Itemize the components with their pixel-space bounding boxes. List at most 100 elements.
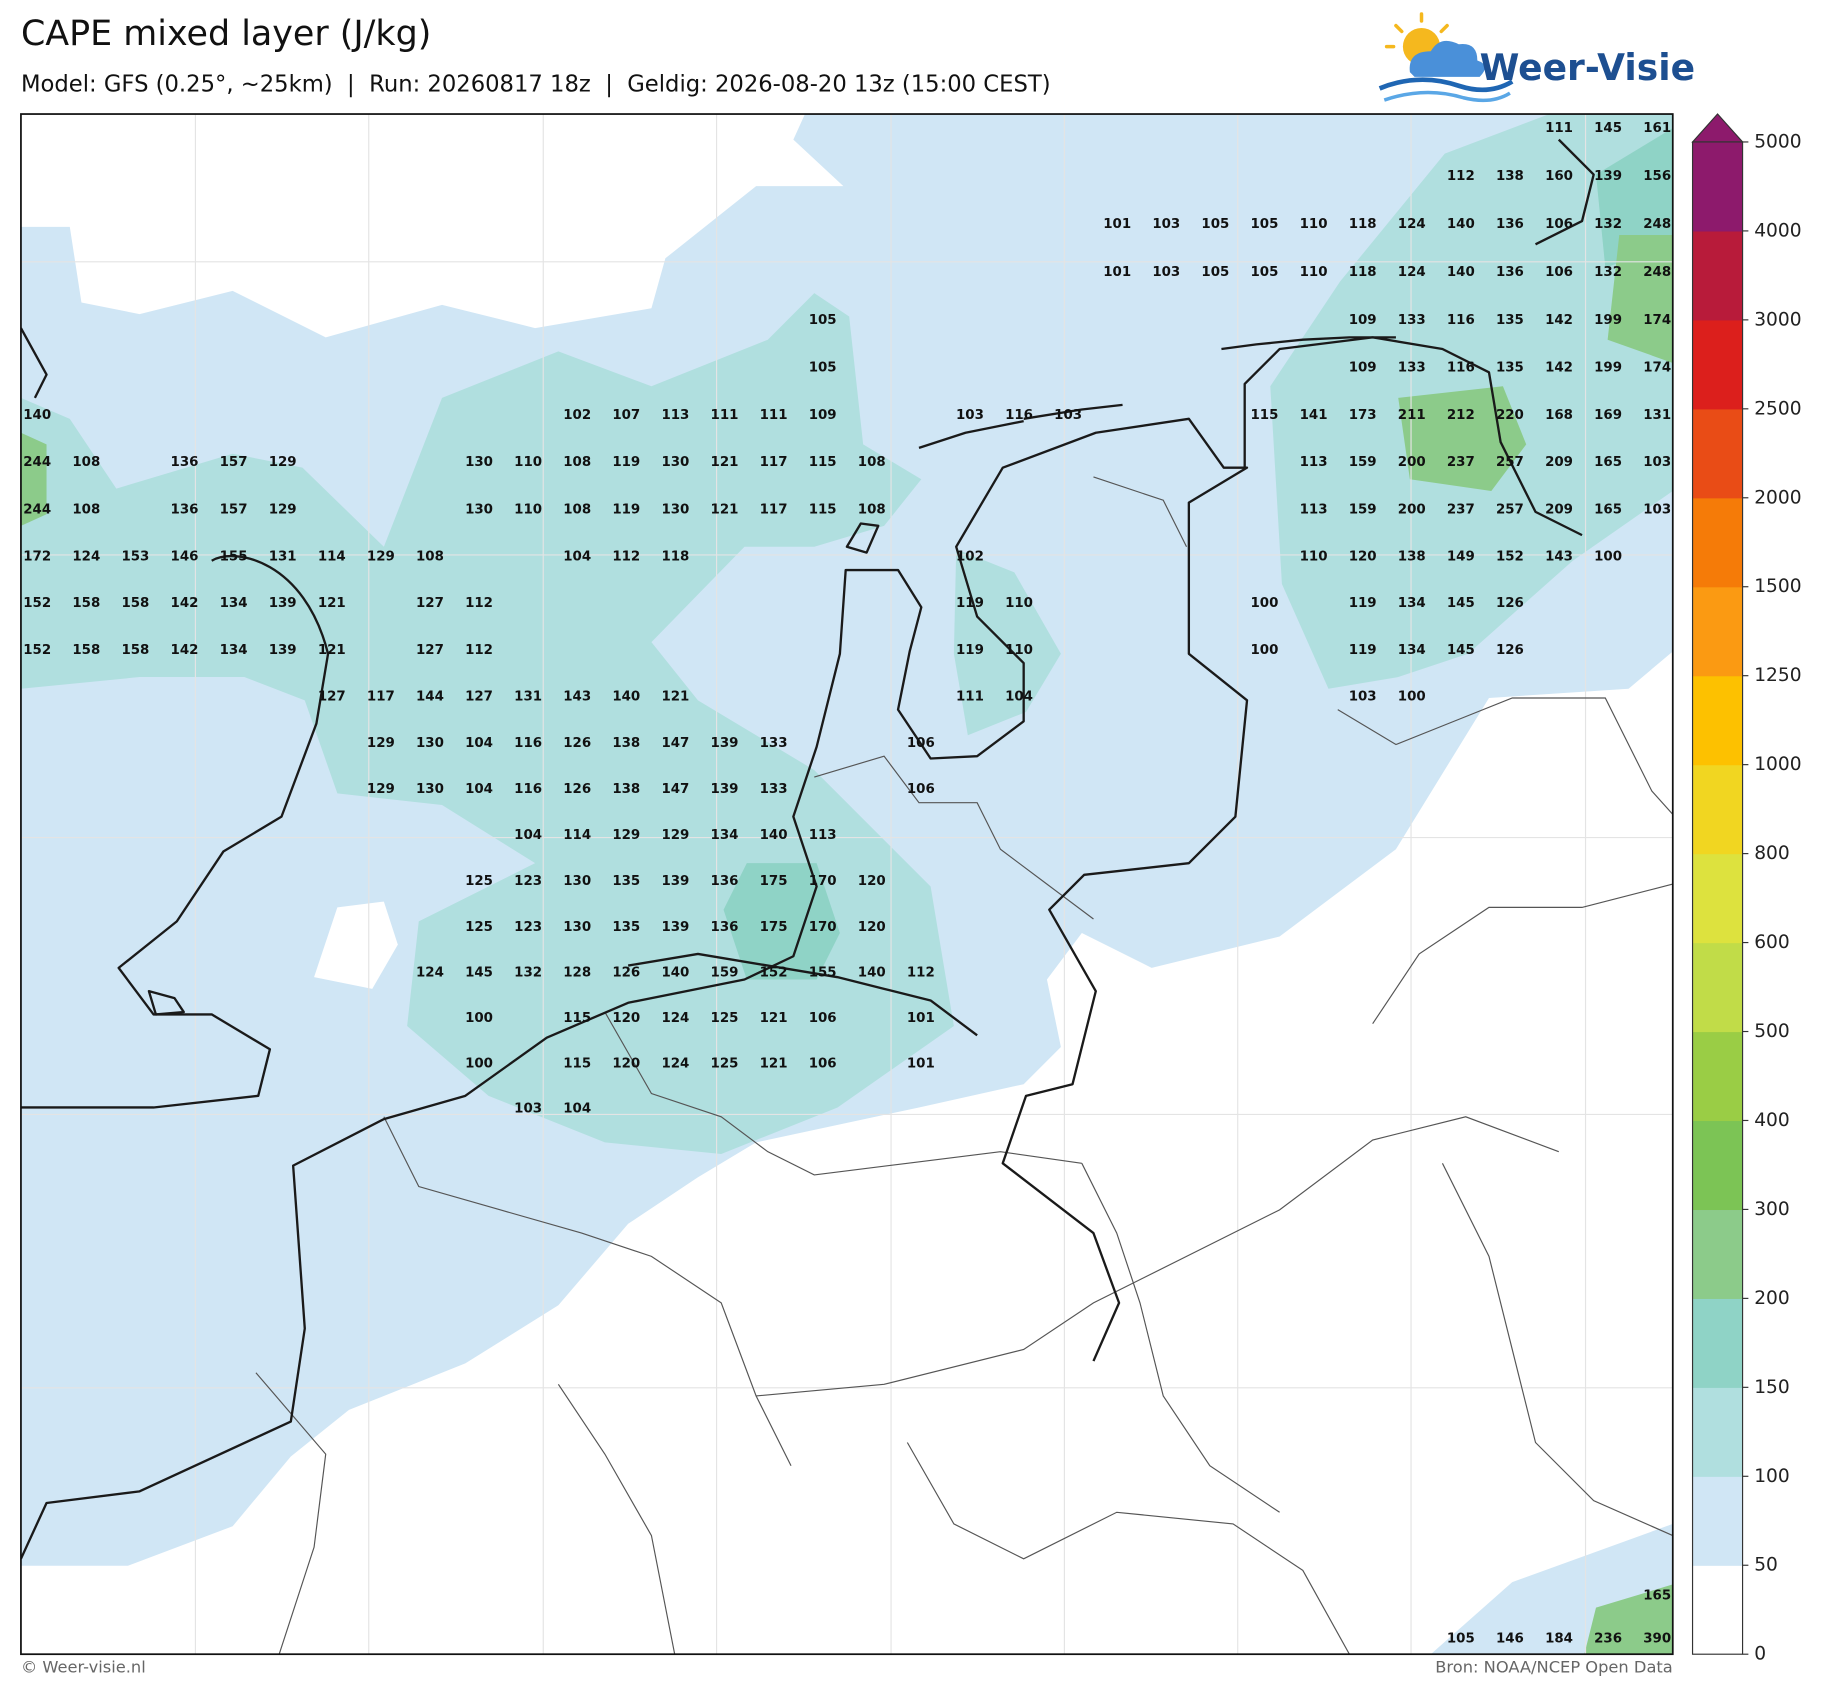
value-label: 212 xyxy=(1447,408,1475,423)
value-label: 101 xyxy=(1103,265,1131,280)
value-label: 127 xyxy=(465,689,493,704)
value-label: 110 xyxy=(1005,643,1033,658)
colorbar-tick-label: 800 xyxy=(1754,843,1790,864)
value-label: 159 xyxy=(711,965,739,980)
value-label: 118 xyxy=(1349,265,1377,280)
value-label: 105 xyxy=(1201,265,1229,280)
value-label: 114 xyxy=(318,549,346,564)
value-label: 138 xyxy=(1496,169,1524,184)
value-label: 108 xyxy=(858,455,886,470)
value-label: 104 xyxy=(465,782,493,797)
value-label: 136 xyxy=(711,920,739,935)
value-label: 113 xyxy=(1300,502,1328,517)
value-label: 145 xyxy=(1594,121,1622,136)
value-label: 124 xyxy=(72,549,100,564)
colorbar-tick-label: 100 xyxy=(1754,1466,1790,1487)
value-label: 134 xyxy=(220,643,248,658)
colorbar-segment xyxy=(1692,764,1743,855)
value-label: 136 xyxy=(1496,217,1524,232)
value-label: 123 xyxy=(514,920,542,935)
value-label: 129 xyxy=(269,455,297,470)
value-label: 110 xyxy=(514,502,542,517)
colorbar-segment xyxy=(1692,497,1743,588)
value-label: 165 xyxy=(1594,455,1622,470)
value-label: 121 xyxy=(711,502,739,517)
value-label: 103 xyxy=(1349,689,1377,704)
borders xyxy=(255,476,1673,1655)
value-label: 132 xyxy=(1594,265,1622,280)
value-label: 165 xyxy=(1643,1588,1671,1603)
value-label: 139 xyxy=(711,782,739,797)
value-label: 153 xyxy=(121,549,149,564)
value-label: 105 xyxy=(1251,265,1279,280)
value-label: 147 xyxy=(661,782,689,797)
value-label: 149 xyxy=(1447,549,1475,564)
value-label: 124 xyxy=(661,1056,689,1071)
value-label: 113 xyxy=(661,408,689,423)
value-label: 143 xyxy=(1545,549,1573,564)
value-label: 130 xyxy=(416,736,444,751)
value-label: 105 xyxy=(809,313,837,328)
value-label: 130 xyxy=(465,455,493,470)
value-label: 140 xyxy=(1447,265,1475,280)
value-label: 105 xyxy=(1201,217,1229,232)
value-label: 104 xyxy=(465,736,493,751)
value-label: 132 xyxy=(514,965,542,980)
colorbar-segment xyxy=(1692,853,1743,944)
logo: Weer-Visie xyxy=(1378,12,1695,103)
value-label: 157 xyxy=(220,502,248,517)
value-label: 140 xyxy=(858,965,886,980)
value-label: 199 xyxy=(1594,313,1622,328)
value-label: 123 xyxy=(514,874,542,889)
value-label: 172 xyxy=(23,549,51,564)
value-label: 106 xyxy=(1545,265,1573,280)
colorbar-tick-label: 2000 xyxy=(1754,487,1801,508)
value-label: 114 xyxy=(563,828,591,843)
value-label: 140 xyxy=(23,408,51,423)
value-label: 133 xyxy=(1398,360,1426,375)
value-label: 115 xyxy=(563,1056,591,1071)
value-label: 139 xyxy=(711,736,739,751)
value-label: 121 xyxy=(711,455,739,470)
colorbar-tick-label: 1000 xyxy=(1754,754,1801,775)
value-label: 127 xyxy=(318,689,346,704)
footer-credit: © Weer-visie.nl xyxy=(21,1658,146,1677)
value-label: 160 xyxy=(1545,169,1573,184)
value-label: 104 xyxy=(563,1101,591,1116)
value-label: 390 xyxy=(1643,1632,1671,1647)
cape-200 xyxy=(20,432,47,526)
colorbar-tick-label: 150 xyxy=(1754,1377,1790,1398)
colorbar-segment xyxy=(1692,1031,1743,1122)
value-label: 158 xyxy=(72,643,100,658)
colorbar-segment xyxy=(1692,1120,1743,1211)
value-label: 110 xyxy=(1005,596,1033,611)
value-label: 248 xyxy=(1643,217,1671,232)
value-label: 144 xyxy=(416,689,444,704)
value-label: 129 xyxy=(612,828,640,843)
value-label: 110 xyxy=(1300,217,1328,232)
value-label: 116 xyxy=(1005,408,1033,423)
value-label: 130 xyxy=(661,502,689,517)
value-label: 174 xyxy=(1643,313,1671,328)
colorbar-tick-label: 4000 xyxy=(1754,220,1801,241)
value-label: 101 xyxy=(907,1056,935,1071)
map-frame xyxy=(20,113,1674,1656)
colorbar-tick-label: 1250 xyxy=(1754,665,1801,686)
value-label: 120 xyxy=(858,874,886,889)
value-label: 104 xyxy=(1005,689,1033,704)
value-label: 125 xyxy=(711,1056,739,1071)
value-label: 103 xyxy=(956,408,984,423)
value-label: 111 xyxy=(760,408,788,423)
value-label: 152 xyxy=(23,643,51,658)
value-label: 139 xyxy=(661,920,689,935)
value-label: 102 xyxy=(563,408,591,423)
cape-100 xyxy=(20,293,954,1154)
value-label: 119 xyxy=(956,643,984,658)
value-label: 121 xyxy=(760,1011,788,1026)
value-label: 145 xyxy=(1447,643,1475,658)
value-labels: 111 145 161 112 138 160 139 156 101 103 105 105 110 1… xyxy=(23,121,1671,1647)
value-label: 158 xyxy=(72,596,100,611)
value-label: 139 xyxy=(1594,169,1622,184)
colorbar-segment xyxy=(1692,1476,1743,1566)
value-label: 105 xyxy=(1447,1632,1475,1647)
